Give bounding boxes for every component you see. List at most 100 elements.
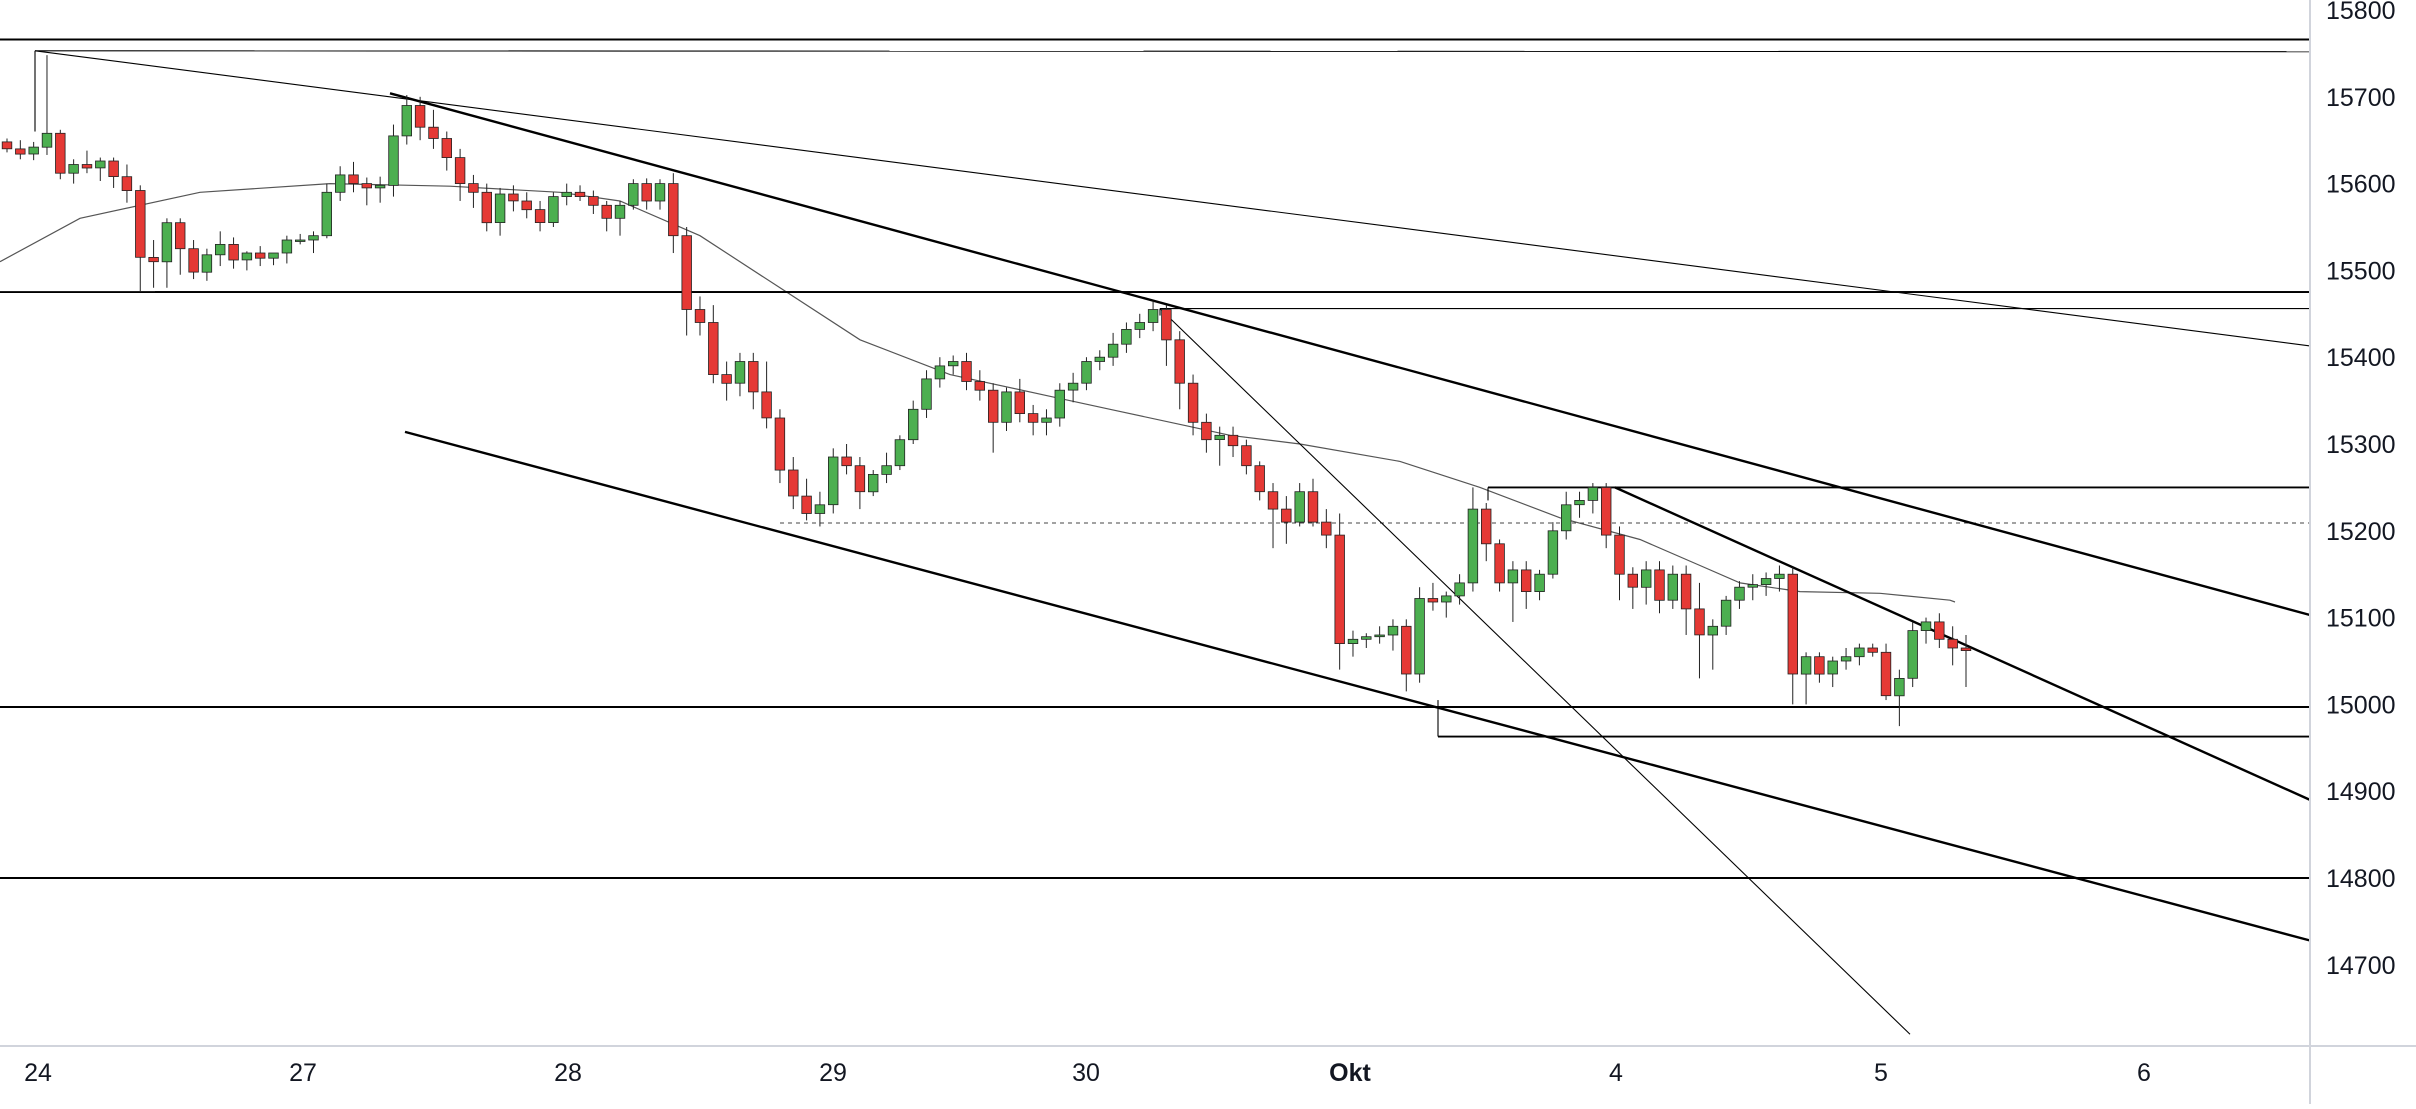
candle-body [148, 256, 159, 263]
candle [1547, 522, 1559, 579]
candle-body [1, 141, 13, 150]
candle [1720, 595, 1732, 635]
candle [974, 370, 986, 401]
candle [1854, 643, 1865, 666]
candle-body [428, 126, 439, 139]
candle-body [294, 239, 306, 242]
candle [414, 96, 426, 141]
candle-body [601, 204, 612, 219]
candle-body [1707, 625, 1719, 636]
time-axis-panel [0, 1046, 2416, 1104]
candle [641, 178, 652, 210]
candle-body [1014, 391, 1026, 414]
candle-body [1827, 660, 1838, 675]
candle-body [254, 252, 266, 259]
time-tick-label: 24 [24, 1059, 52, 1087]
candle-body [1867, 647, 1878, 653]
candle-body [1894, 678, 1905, 697]
candle [521, 192, 532, 219]
candle [1707, 619, 1719, 670]
candle-body [1507, 569, 1519, 584]
candle [1774, 565, 1785, 592]
candle-body [1027, 413, 1039, 423]
candle [148, 240, 159, 288]
candle [841, 444, 852, 475]
candle [108, 157, 119, 188]
candle-body [201, 254, 213, 273]
candle-body [108, 160, 119, 178]
candle [1267, 483, 1279, 549]
candle [441, 131, 453, 171]
candle [321, 183, 333, 239]
candle-body [1561, 504, 1572, 532]
candle [1121, 322, 1132, 353]
candle [494, 187, 506, 236]
candle [748, 352, 759, 410]
time-tick-label: 4 [1609, 1059, 1623, 1087]
time-tick-label: 27 [289, 1059, 317, 1087]
candle [1680, 565, 1692, 635]
candle [214, 231, 226, 267]
candle-body [1307, 491, 1319, 523]
candle [1667, 565, 1679, 609]
candle [241, 251, 253, 271]
candle [55, 129, 66, 180]
candle-body [214, 243, 226, 256]
candle-body [548, 196, 559, 224]
candle [1014, 378, 1026, 423]
candle [721, 361, 732, 401]
price-tick-label: 14700 [2326, 952, 2396, 980]
candle [1027, 404, 1039, 436]
candle-body [334, 174, 346, 193]
candle [95, 157, 106, 181]
candle-body [68, 164, 79, 174]
candle [268, 252, 279, 266]
candle-body [521, 200, 532, 211]
candle-body [188, 248, 199, 273]
candle [1654, 561, 1665, 614]
candle-body [1041, 417, 1052, 423]
candle-body [454, 157, 466, 185]
candle [1347, 630, 1359, 657]
candle [574, 185, 586, 201]
candle-body [1960, 647, 1972, 651]
candle-body [1147, 309, 1159, 323]
candle [761, 361, 772, 429]
candle-body [721, 374, 732, 384]
candle-body [1774, 573, 1785, 579]
candle [1601, 483, 1612, 549]
candle-body [668, 183, 679, 237]
candle-body [1547, 530, 1559, 575]
candle-body [241, 252, 253, 261]
candle [388, 124, 399, 197]
candle [921, 370, 932, 418]
candle-body [841, 456, 852, 467]
candle [1561, 491, 1572, 540]
candle [1907, 621, 1918, 688]
candle [1334, 513, 1345, 670]
candle [668, 173, 679, 254]
candle-body [1694, 608, 1705, 636]
candle [1067, 372, 1079, 403]
price-tick-label: 15500 [2326, 257, 2396, 285]
candle-body [654, 183, 666, 202]
candle [1521, 561, 1532, 609]
candle [1800, 652, 1812, 705]
candle-body [41, 132, 53, 148]
candle [1107, 332, 1119, 366]
candle-body [748, 361, 759, 393]
candles-layer [1, 55, 1972, 727]
candle [1054, 383, 1066, 427]
candle [1454, 574, 1465, 605]
time-tick-label: 5 [1874, 1059, 1888, 1087]
candle-body [494, 193, 506, 224]
candle-body [1720, 599, 1732, 627]
candle [121, 164, 133, 203]
candle [1760, 572, 1772, 596]
candle-body [1454, 582, 1465, 597]
candle-body [1947, 638, 1958, 649]
candle [28, 141, 39, 161]
candle-body [348, 174, 359, 184]
